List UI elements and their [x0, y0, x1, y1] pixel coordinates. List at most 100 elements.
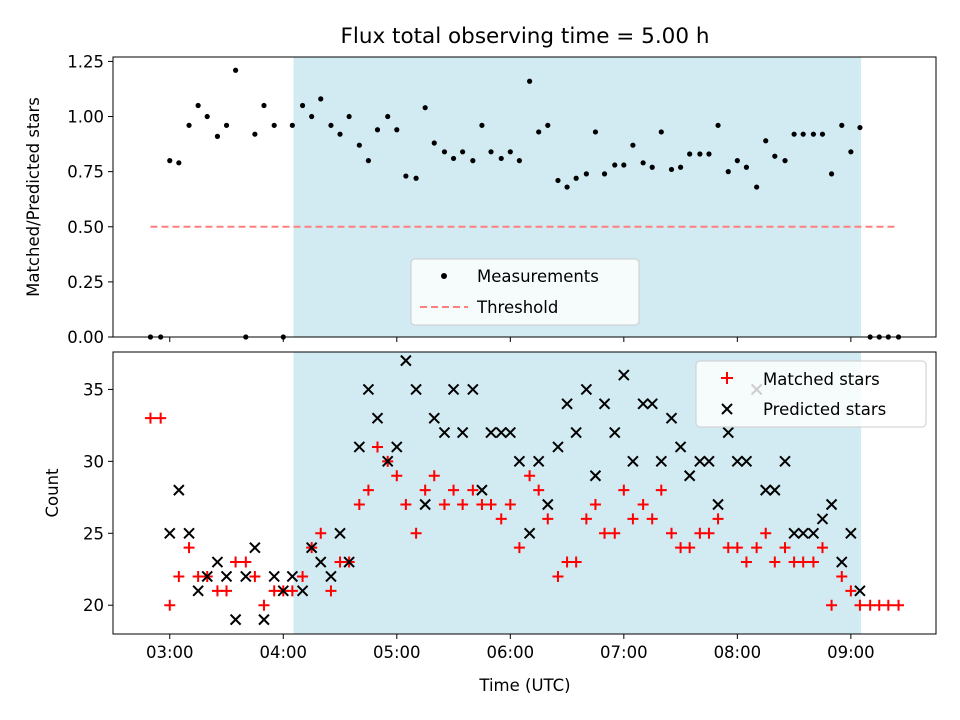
- predicted-star-point: [845, 527, 857, 539]
- measurement-point: [545, 122, 551, 128]
- predicted-star-point: [164, 527, 176, 539]
- matched-star-point: [286, 585, 298, 597]
- matched-star-point: [448, 484, 460, 496]
- measurement-point: [857, 124, 863, 131]
- x-tick-label: 04:00: [259, 643, 307, 662]
- matched-star-point: [609, 527, 621, 539]
- predicted-star-point: [637, 398, 649, 410]
- predicted-star-point: [371, 412, 384, 424]
- predicted-star-point: [570, 426, 582, 439]
- matched-star-point: [854, 599, 866, 611]
- matched-star-point: [524, 470, 536, 482]
- predicted-star-point: [788, 527, 800, 539]
- predicted-star-point: [410, 383, 422, 396]
- measurement-point: [583, 171, 589, 177]
- predicted-star-point: [343, 556, 355, 568]
- matched-star-point: [580, 513, 592, 525]
- matched-star-point: [230, 556, 242, 568]
- measurement-point: [441, 149, 448, 155]
- measurement-point: [782, 158, 788, 164]
- measurement-point: [612, 162, 618, 168]
- measurement-point: [706, 151, 712, 157]
- x-tick-label: 08:00: [714, 643, 762, 662]
- top-x-ticks: [169, 337, 852, 342]
- legend-predicted-marker: [721, 403, 733, 415]
- predicted-star-point: [305, 541, 318, 554]
- matched-star-point: [258, 599, 270, 611]
- predicted-star-point: [173, 484, 185, 496]
- legend-predicted-label: Predicted stars: [763, 400, 886, 419]
- matched-star-point: [731, 542, 743, 554]
- matched-star-point: [325, 585, 337, 597]
- matched-star-point: [599, 527, 611, 539]
- matched-star-point: [751, 542, 763, 554]
- matched-star-point: [655, 484, 667, 496]
- predicted-star-point: [854, 585, 866, 597]
- measurement-point: [810, 131, 817, 137]
- predicted-star-point: [513, 455, 526, 468]
- matched-star-point: [467, 484, 479, 496]
- y-tick-label: 1.00: [67, 108, 104, 127]
- top-axes-frame: [112, 56, 937, 338]
- predicted-star-point: [552, 441, 564, 453]
- legend-matched-marker: [721, 372, 733, 384]
- measurement-point: [413, 175, 419, 181]
- matched-star-point: [760, 527, 772, 539]
- x-axis-label: Time (UTC): [478, 676, 570, 695]
- predicted-star-point: [391, 441, 403, 453]
- predicted-star-point: [674, 441, 687, 453]
- y-tick-label: 1.25: [67, 52, 104, 71]
- predicted-star-point: [769, 484, 781, 496]
- matched-star-point: [400, 499, 412, 511]
- measurement-point: [385, 113, 391, 120]
- matched-star-point: [552, 570, 564, 582]
- predicted-star-point: [618, 369, 630, 381]
- matched-star-point: [410, 527, 422, 539]
- top-panel: 0.00 0.25 0.50 0.75 1.00 1.25 Matched/Predict…: [24, 52, 937, 347]
- predicted-star-point: [561, 398, 573, 410]
- measurement-point: [394, 127, 400, 133]
- measurement-point: [176, 160, 182, 166]
- measurement-point: [346, 113, 352, 120]
- matched-star-point: [173, 570, 185, 582]
- predicted-star-point: [296, 585, 309, 597]
- measurement-point: [555, 177, 561, 184]
- measurement-point: [507, 149, 513, 155]
- matched-star-point: [428, 470, 440, 482]
- top-y-axis-label: Matched/Predicted stars: [24, 97, 43, 297]
- matched-star-point: [221, 585, 233, 597]
- measurement-point: [791, 131, 797, 137]
- predicted-star-point: [438, 426, 451, 439]
- predicted-star-point: [646, 398, 658, 410]
- matched-star-point: [371, 441, 383, 453]
- predicted-star-point: [722, 426, 734, 439]
- matched-star-point: [315, 527, 327, 539]
- predicted-star-point: [249, 541, 261, 554]
- matched-star-point: [893, 599, 905, 611]
- measurement-point: [839, 122, 845, 128]
- top-legend: Measurements Threshold: [410, 258, 640, 326]
- measurement-point: [630, 142, 636, 148]
- y-tick-label: 35: [83, 380, 104, 399]
- measurement-point: [488, 149, 494, 155]
- matched-star-point: [457, 499, 469, 511]
- predicted-star-point: [485, 426, 497, 439]
- predicted-star-point: [655, 455, 667, 468]
- measurement-point: [697, 151, 703, 157]
- measurement-point: [527, 78, 533, 84]
- predicted-star-point: [589, 470, 602, 482]
- measurement-point: [299, 102, 306, 109]
- measurement-point: [167, 158, 173, 164]
- matched-star-point: [589, 499, 601, 511]
- predicted-star-point: [779, 455, 791, 468]
- y-tick-label: 20: [83, 596, 104, 615]
- bottom-marks: [144, 354, 905, 626]
- measurement-point: [460, 149, 466, 155]
- measurement-point: [848, 149, 854, 155]
- measurement-point: [498, 155, 504, 162]
- measurement-point: [195, 102, 201, 109]
- measurement-point: [271, 122, 277, 128]
- matched-star-point: [797, 556, 809, 568]
- matched-star-point: [627, 513, 639, 525]
